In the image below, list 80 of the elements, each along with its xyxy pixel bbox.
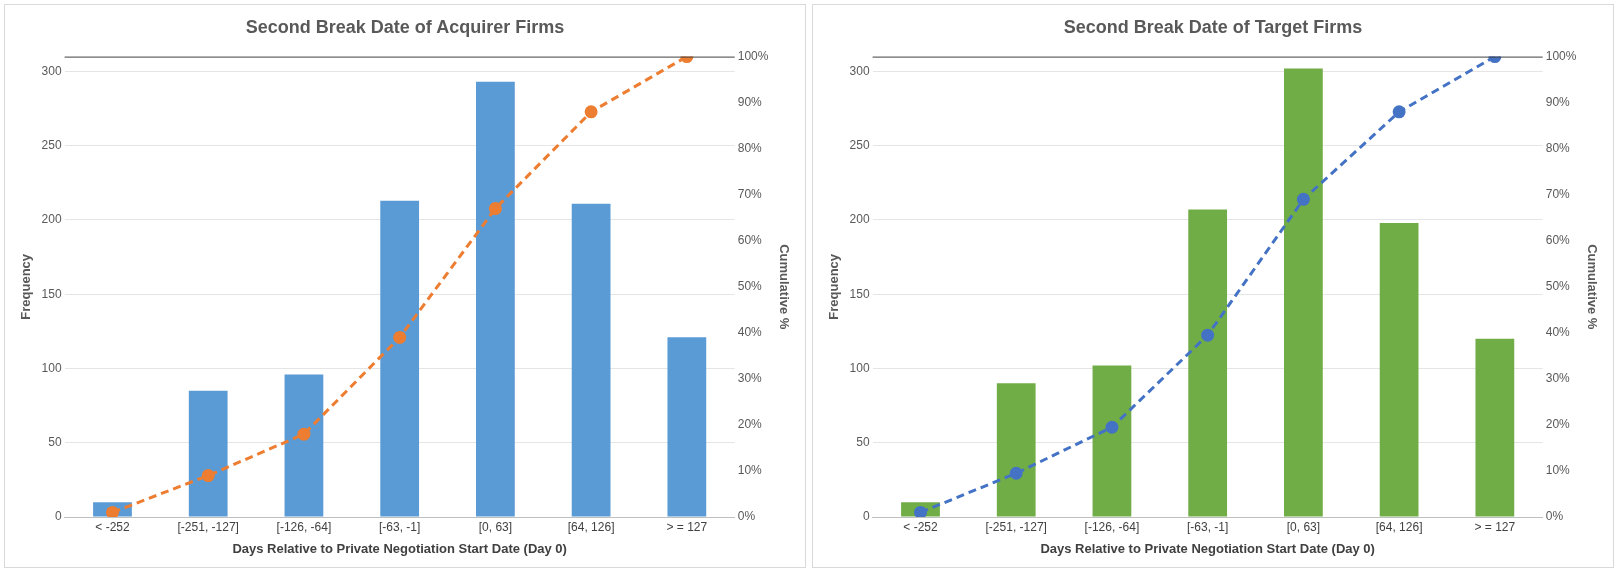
y2-tick-label: 70%: [737, 187, 763, 202]
x-tick-label: [-251, -127]: [177, 519, 239, 534]
y2-tick-label: 40%: [737, 325, 763, 340]
y2-tick-label: 50%: [1545, 279, 1571, 294]
x-tick-label: > = 127: [666, 519, 708, 534]
y-axis-title: Frequency: [18, 253, 34, 320]
point: [584, 105, 598, 119]
bar: [1188, 209, 1228, 517]
x-tick-label: [-251, -127]: [985, 519, 1047, 534]
y2-tick-label: 20%: [737, 417, 763, 432]
y-tick-label: 150: [41, 286, 62, 301]
y2-tick-label: 30%: [1545, 371, 1571, 386]
x-tick-label: > = 127: [1474, 519, 1516, 534]
bar: [476, 81, 515, 517]
point: [1105, 420, 1119, 434]
y2-tick-label: 80%: [737, 140, 763, 155]
y2-tick-label: 30%: [737, 371, 763, 386]
y2-tick-label: 20%: [1545, 417, 1571, 432]
y2-tick-label: 70%: [1545, 187, 1571, 202]
point: [1296, 192, 1310, 206]
y2-tick-label: 100%: [737, 48, 769, 63]
y-tick-label: 50: [48, 435, 62, 450]
y-tick-label: 300: [849, 63, 870, 78]
x-tick-label: [64, 126]: [1375, 519, 1423, 534]
point: [393, 330, 407, 344]
bar: [1284, 68, 1323, 517]
y-tick-label: 250: [849, 138, 870, 153]
x-tick-label: [-126, -64]: [276, 519, 332, 534]
y-tick-label: 200: [41, 212, 62, 227]
y-tick-label: 0: [54, 509, 62, 524]
y-tick-label: 200: [849, 212, 870, 227]
y2-tick-label: 50%: [737, 279, 763, 294]
point: [201, 469, 215, 483]
point: [1009, 466, 1023, 480]
y2-tick-label: 90%: [1545, 94, 1571, 109]
point: [488, 202, 502, 216]
y-tick-label: 150: [849, 286, 870, 301]
y-tick-label: 50: [856, 435, 870, 450]
y2-tick-label: 0%: [737, 509, 756, 524]
x-axis-title: Days Relative to Private Negotiation Start Date (Day 0): [232, 540, 567, 556]
y-tick-label: 300: [41, 63, 62, 78]
chart-title: Second Break Date of Acquirer Firms: [245, 16, 565, 37]
bar: [1475, 338, 1515, 517]
y2-tick-label: 40%: [1545, 325, 1571, 340]
y2-tick-label: 90%: [737, 94, 763, 109]
bar: [667, 337, 707, 517]
y-tick-label: 250: [41, 138, 62, 153]
x-tick-label: [64, 126]: [567, 519, 615, 534]
y2-tick-label: 100%: [1545, 48, 1577, 63]
x-tick-label: < -252: [95, 519, 130, 534]
y-tick-label: 100: [41, 360, 62, 375]
y2-axis-title: Cumulative %: [1584, 244, 1600, 330]
chart-title: Second Break Date of Target Firms: [1063, 16, 1363, 37]
point: [297, 427, 311, 441]
y2-axis-title: Cumulative %: [776, 244, 792, 330]
y2-tick-label: 60%: [1545, 233, 1571, 248]
y2-tick-label: 60%: [737, 233, 763, 248]
y2-tick-label: 80%: [1545, 140, 1571, 155]
x-tick-label: < -252: [903, 519, 938, 534]
bar: [1092, 365, 1132, 517]
x-tick-label: [-63, -1]: [1186, 519, 1229, 534]
bar: [188, 390, 228, 517]
x-axis-title: Days Relative to Private Negotiation Start Date (Day 0): [1040, 540, 1375, 556]
point: [1392, 105, 1406, 119]
x-tick-label: [-63, -1]: [378, 519, 421, 534]
y-tick-label: 0: [862, 509, 870, 524]
y-tick-label: 100: [849, 360, 870, 375]
y2-tick-label: 10%: [737, 463, 763, 478]
x-tick-label: [0, 63]: [1286, 519, 1321, 534]
y2-tick-label: 0%: [1545, 509, 1564, 524]
x-tick-label: [-126, -64]: [1084, 519, 1140, 534]
bar: [996, 383, 1036, 517]
point: [1201, 328, 1215, 342]
y-axis-title: Frequency: [826, 253, 842, 320]
bar: [380, 200, 420, 517]
bar: [284, 374, 324, 517]
y2-tick-label: 10%: [1545, 463, 1571, 478]
bar: [571, 203, 611, 517]
x-tick-label: [0, 63]: [478, 519, 513, 534]
bar: [1379, 222, 1419, 517]
